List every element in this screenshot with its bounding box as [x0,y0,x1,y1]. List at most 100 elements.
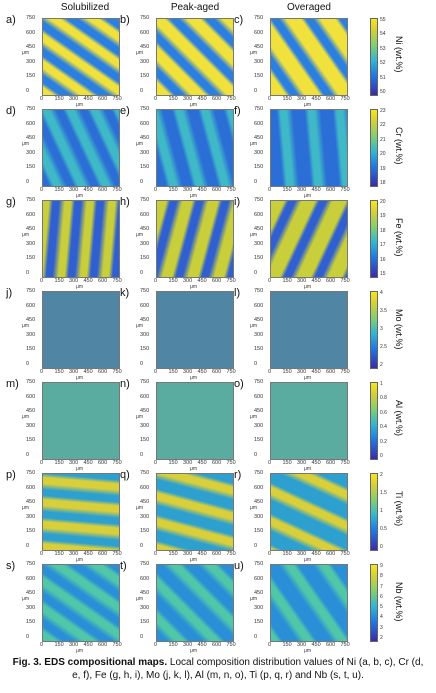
x-unit-label: μm [190,648,198,654]
y-tick-label: 0 [254,178,258,185]
x-tick-label: 750 [112,642,122,648]
y-tick-label: 600 [140,575,150,582]
x-tick-label: 750 [340,460,350,466]
y-tick-label: 600 [254,29,264,36]
colorbar-tick-label: 19 [380,165,386,172]
y-tick-label: 600 [26,484,36,491]
panel-l: l) 750 600 450 300 150 0 μm 0 150 300 450 600 750 μm [234,287,365,381]
x-unit-label: μm [76,102,84,108]
x-tick-label: 750 [340,642,350,648]
y-tick-label: 600 [254,575,264,582]
x-tick-label: 750 [112,551,122,557]
y-unit-label: μm [136,232,144,238]
x-tick-label: 0 [268,187,272,193]
colorbar-tick-label: 7 [380,583,383,590]
panel-label: k) [120,287,130,299]
y-tick-label: 450 [26,317,36,323]
y-tick-label: 300 [26,513,36,520]
y-tick-label: 600 [26,211,36,218]
y-unit-label: μm [136,50,144,56]
y-tick-label: 600 [140,211,150,218]
x-tick-label: 450 [197,642,207,648]
y-tick-label: 300 [140,58,150,65]
y-tick-label: 450 [254,44,264,50]
y-tick-label: 0 [140,178,144,185]
colorbar-title: Ni (wt.%) [394,36,404,73]
x-tick-label: 750 [340,369,350,375]
x-tick-label: 450 [83,551,93,557]
x-tick-label: 750 [340,278,350,284]
colorbar-tick-label: 6 [380,593,383,600]
colorbar [370,473,378,551]
y-tick-label: 300 [26,149,36,156]
y-tick-label: 300 [140,331,150,338]
x-tick-label: 600 [326,642,336,648]
x-tick-label: 0 [268,369,272,375]
y-tick-label: 450 [26,135,36,141]
colorbar-tick-label: 15 [380,271,386,277]
colorbar-tick-label: 5 [380,604,383,611]
y-tick-label: 150 [140,164,150,170]
y-tick-label: 150 [26,346,36,352]
x-tick-label: 300 [183,460,193,466]
panel-d: d) 750 600 450 300 150 0 μm 0 150 300 450 600 750 μm [6,105,137,199]
composition-map [42,18,120,96]
x-tick-label: 300 [183,642,193,648]
colorbar-tick-label: 9 [380,563,383,569]
x-tick-label: 300 [69,460,79,466]
colorbar-tick-label: 4 [380,290,383,296]
composition-map [156,200,234,278]
y-tick-label: 600 [26,302,36,309]
y-tick-label: 150 [26,73,36,79]
y-tick-label: 750 [26,288,36,294]
x-unit-label: μm [304,557,312,563]
x-tick-label: 300 [297,551,307,557]
caption-text: Local composition distribution values of… [72,657,424,681]
y-tick-label: 150 [26,164,36,170]
y-tick-label: 300 [140,422,150,429]
panel-b: b) 750 600 450 300 150 0 μm 0 150 300 450 600 750 μm [120,14,251,108]
y-tick-label: 300 [254,422,264,429]
x-tick-label: 0 [40,642,44,648]
x-unit-label: μm [190,375,198,381]
x-tick-label: 600 [212,369,222,375]
colorbar-tick-label: 3 [380,624,383,631]
x-unit-label: μm [304,284,312,290]
composition-map [270,109,348,187]
y-tick-label: 600 [254,120,264,127]
y-unit-label: μm [22,414,30,420]
composition-map [270,200,348,278]
x-tick-label: 150 [168,96,178,102]
y-tick-label: 300 [26,604,36,611]
x-tick-label: 450 [197,551,207,557]
y-tick-label: 450 [140,408,150,414]
x-tick-label: 600 [98,642,108,648]
y-tick-label: 300 [140,604,150,611]
x-tick-label: 0 [268,278,272,284]
panel-label: g) [6,196,16,208]
y-unit-label: μm [250,323,258,329]
column-title-1: Solubilized [60,2,110,13]
x-tick-label: 0 [40,187,44,193]
x-unit-label: μm [76,466,84,472]
y-tick-label: 750 [26,197,36,203]
x-unit-label: μm [190,284,198,290]
colorbar-tick-label: 0.5 [380,526,387,532]
y-unit-label: μm [22,141,30,147]
x-tick-label: 450 [83,96,93,102]
x-tick-label: 150 [282,642,292,648]
y-tick-label: 150 [26,437,36,443]
y-tick-label: 300 [254,604,264,611]
y-tick-label: 600 [254,211,264,218]
y-tick-label: 150 [26,255,36,261]
caption-bold: Fig. 3. EDS compositional maps. [12,657,168,668]
y-tick-label: 0 [140,87,144,94]
y-tick-label: 750 [140,15,150,21]
y-tick-label: 750 [254,561,264,567]
y-unit-label: μm [250,232,258,238]
x-tick-label: 750 [226,187,236,193]
panel-label: l) [234,287,241,299]
x-tick-label: 600 [212,278,222,284]
colorbar-tick-label: 2 [380,362,383,368]
y-unit-label: μm [22,505,30,511]
